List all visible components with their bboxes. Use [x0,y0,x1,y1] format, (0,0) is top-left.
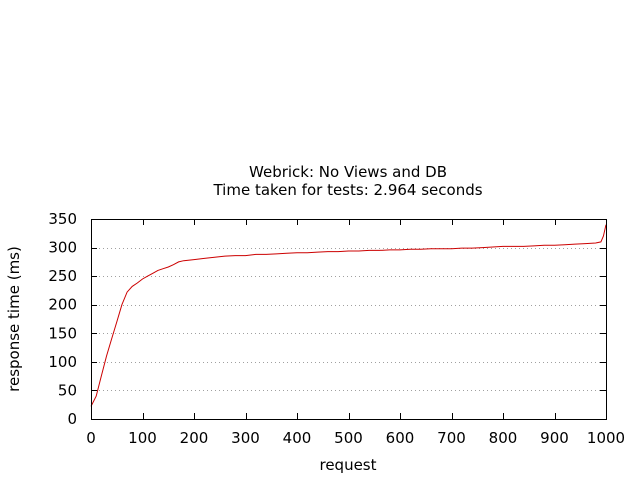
gridlines [91,248,606,391]
y-tick-label: 350 [48,210,77,228]
x-tick-label: 800 [489,429,518,447]
x-tick-label: 200 [180,429,209,447]
y-tick-label: 50 [58,381,77,399]
y-tick-label: 200 [48,296,77,314]
x-tick-label: 1000 [587,429,625,447]
y-tick-label: 300 [48,239,77,257]
x-tick-label: 500 [334,429,363,447]
plot-frame [91,219,607,420]
x-tick-label: 0 [86,429,96,447]
y-tick-label: 0 [67,410,77,428]
series-line [90,224,607,407]
y-tick-label: 150 [48,324,77,342]
x-tick-label: 300 [231,429,260,447]
axis-ticks: 0 50 100 150 200 250 300 350 0 100 200 300 400 500 600… [48,210,625,447]
x-tick-label: 600 [386,429,415,447]
x-tick-label: 100 [128,429,157,447]
x-axis-label: request [319,456,376,474]
chart-subtitle: Time taken for tests: 2.964 seconds [212,181,482,199]
y-tick-label: 100 [48,353,77,371]
x-tick-label: 900 [540,429,569,447]
x-tick-label: 400 [283,429,312,447]
x-tick-label: 700 [437,429,466,447]
series-layer [90,224,607,407]
y-tick-label: 250 [48,267,77,285]
y-axis-label: response time (ms) [5,246,23,392]
chart-title: Webrick: No Views and DB [249,163,447,181]
